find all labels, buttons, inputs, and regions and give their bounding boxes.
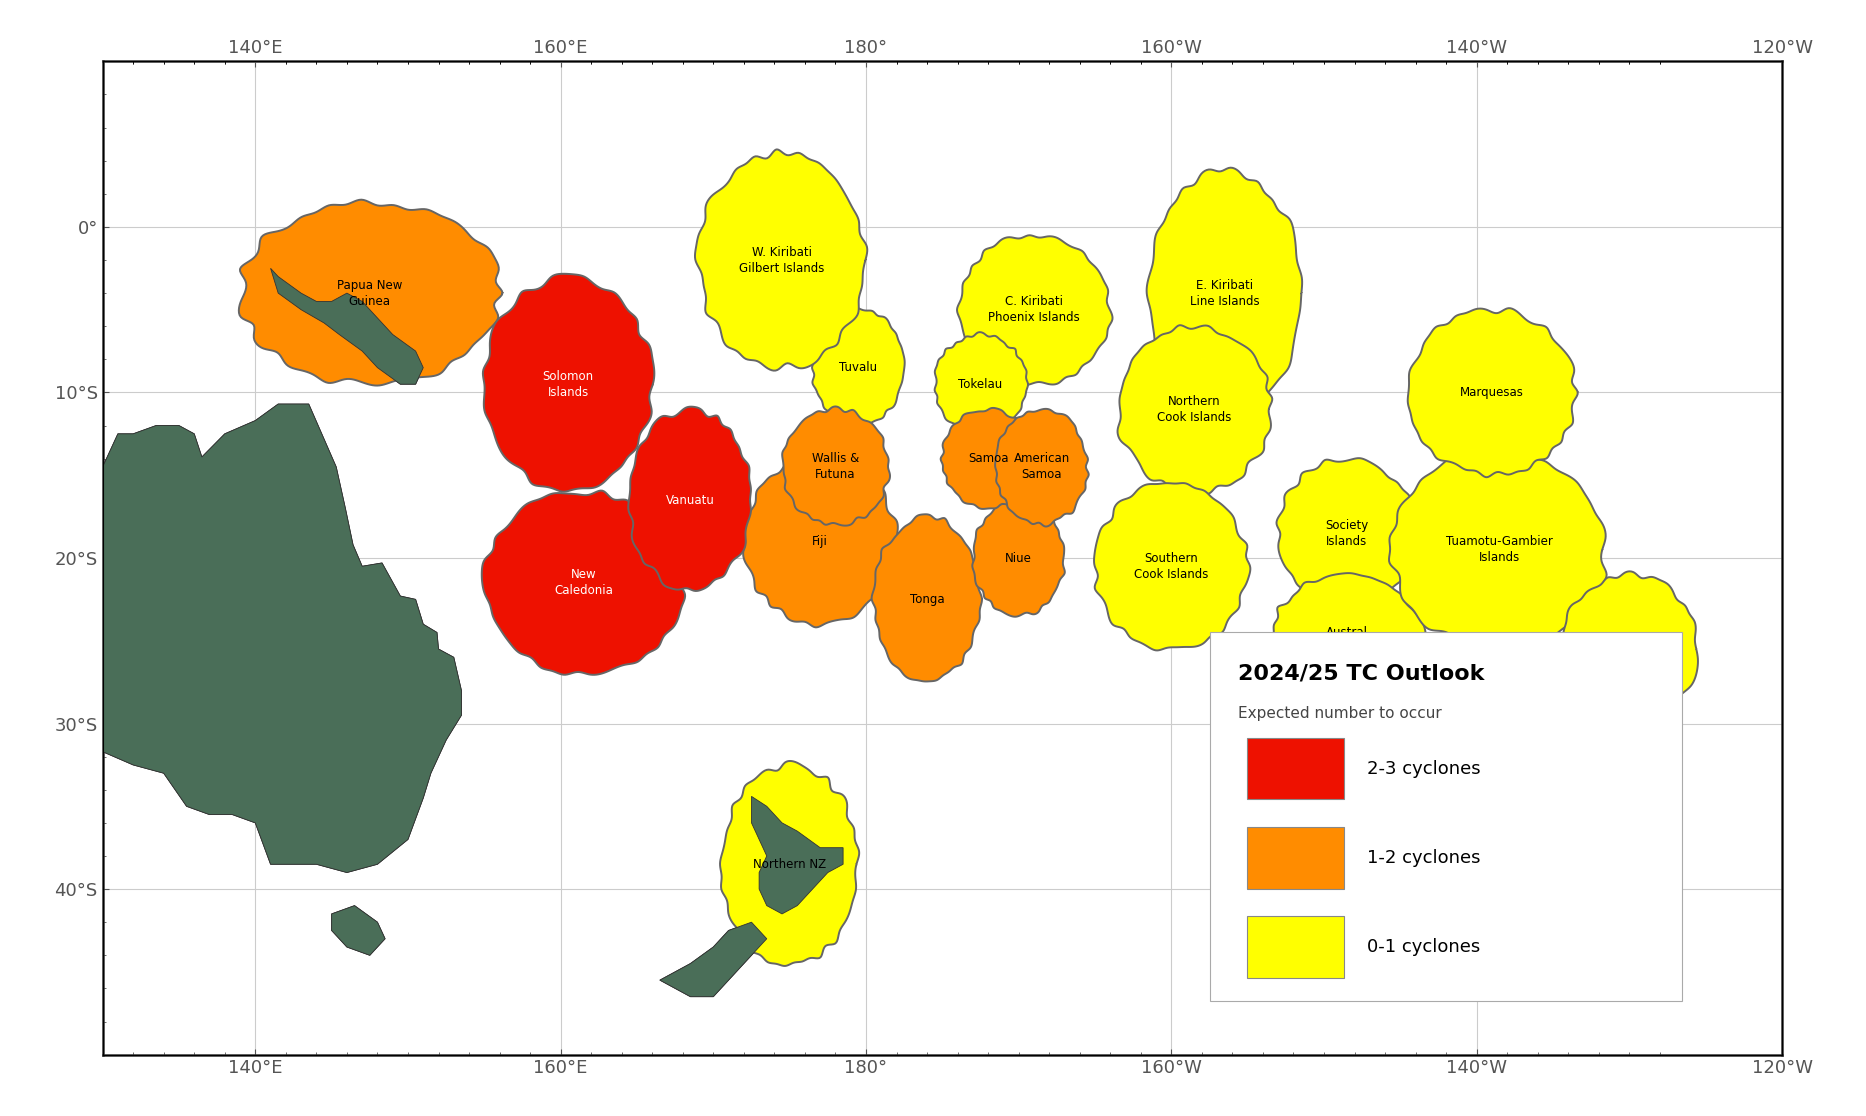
Polygon shape [871,514,982,682]
Text: Tokelau: Tokelau [959,377,1002,391]
Polygon shape [812,308,905,427]
Text: Niue: Niue [1006,551,1032,565]
Polygon shape [694,150,868,371]
Text: 1-2 cyclones: 1-2 cyclones [1366,849,1480,867]
Text: Tuvalu: Tuvalu [840,362,877,374]
Polygon shape [972,499,1065,617]
Text: Expected number to occur: Expected number to occur [1239,705,1442,721]
Polygon shape [661,922,767,997]
Text: Samoa: Samoa [968,452,1008,465]
Polygon shape [629,406,750,591]
Text: 0-1 cyclones: 0-1 cyclones [1366,939,1480,956]
Text: Society
Islands: Society Islands [1325,519,1368,548]
Polygon shape [508,352,537,367]
Text: Austral
Islands: Austral Islands [1327,626,1368,655]
Polygon shape [940,408,1034,509]
Text: 2024/25 TC Outlook: 2024/25 TC Outlook [1239,664,1485,684]
Text: Vanuatu: Vanuatu [666,493,715,507]
Text: American
Samoa: American Samoa [1013,452,1069,481]
Polygon shape [743,459,899,627]
Polygon shape [332,906,384,955]
Polygon shape [1146,167,1302,417]
Polygon shape [995,408,1088,527]
Polygon shape [239,200,502,386]
Text: Tonga: Tonga [911,593,944,606]
Polygon shape [752,797,843,914]
Polygon shape [957,235,1112,385]
Polygon shape [752,797,843,914]
Polygon shape [1388,446,1607,652]
Text: Papua New
Guinea: Papua New Guinea [338,279,403,308]
Text: Solomon
Islands: Solomon Islands [543,369,593,398]
Text: Marquesas: Marquesas [1459,386,1525,398]
Text: Fiji: Fiji [812,535,829,548]
Polygon shape [1093,483,1250,651]
Polygon shape [481,491,685,675]
Polygon shape [782,406,890,526]
Polygon shape [1407,308,1579,478]
Polygon shape [271,268,424,384]
Text: W. Kiribati
Gilbert Islands: W. Kiribati Gilbert Islands [739,246,825,275]
Text: Wallis &
Futuna: Wallis & Futuna [812,452,858,481]
Text: Tuamotu-Gambier
Islands: Tuamotu-Gambier Islands [1446,536,1553,565]
Text: New
Caledonia: New Caledonia [554,568,614,597]
Polygon shape [1118,325,1273,494]
Polygon shape [271,268,424,384]
Polygon shape [1276,459,1416,608]
Text: Southern
Cook Islands: Southern Cook Islands [1135,551,1209,580]
Polygon shape [0,404,461,873]
Polygon shape [935,333,1028,434]
Polygon shape [332,906,384,955]
Polygon shape [0,404,461,873]
Text: Northern
Cook Islands: Northern Cook Islands [1157,395,1232,423]
Text: C. Kiribati
Phoenix Islands: C. Kiribati Phoenix Islands [989,296,1080,324]
Polygon shape [483,273,655,492]
Polygon shape [661,922,767,997]
Polygon shape [1271,574,1426,709]
Polygon shape [1560,571,1698,725]
Text: E. Kiribati
Line Islands: E. Kiribati Line Islands [1191,279,1260,308]
Text: Pitcairn
Islands: Pitcairn Islands [1607,635,1651,664]
Text: 2-3 cyclones: 2-3 cyclones [1366,760,1480,778]
Polygon shape [720,761,858,966]
Text: Northern NZ: Northern NZ [754,858,827,870]
